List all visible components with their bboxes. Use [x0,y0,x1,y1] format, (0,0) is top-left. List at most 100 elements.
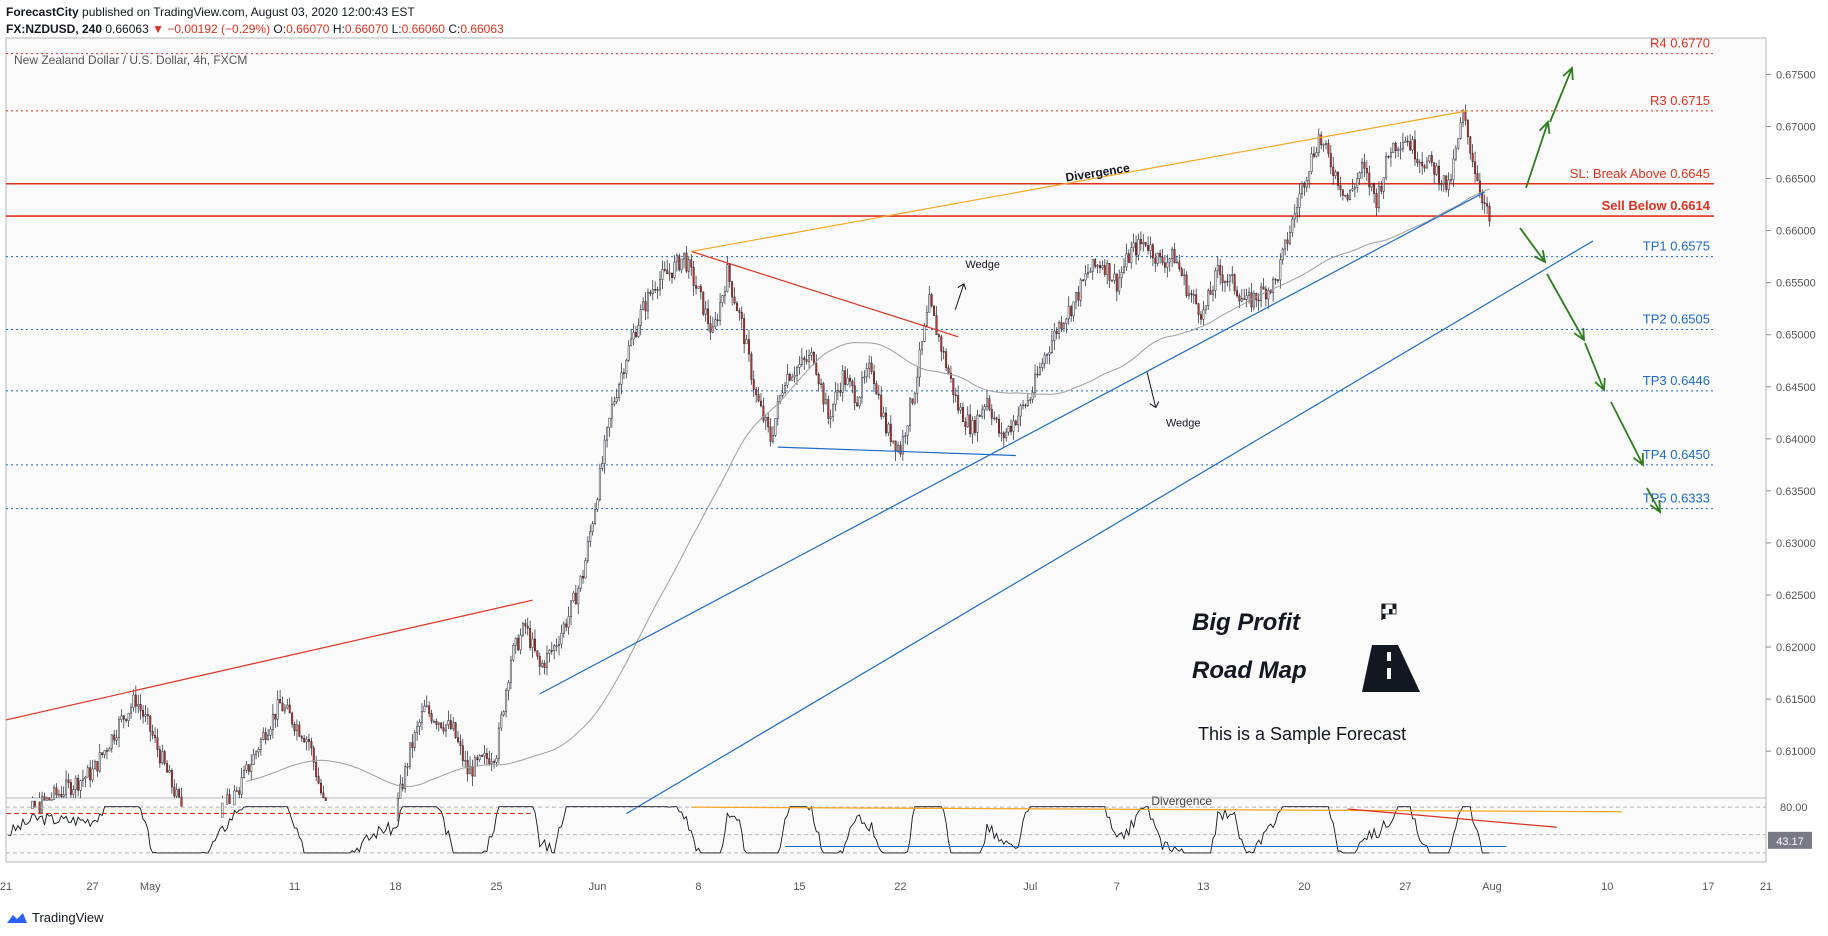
candle-body [307,739,310,742]
candle-body [699,286,702,293]
candle-body [1096,265,1099,267]
candle-body [983,406,986,411]
candle-body [524,623,527,627]
candle-body [533,638,536,651]
candle-body [651,289,654,295]
candle-body [454,722,457,738]
candle-body [243,770,246,778]
candle-body [48,797,51,801]
open-label: O: [273,22,287,36]
candle-body [562,623,565,634]
candle-body [1404,140,1407,143]
candle-body [976,414,979,433]
candle-body [43,796,46,801]
candle-body [264,732,267,740]
candle-body [1130,247,1133,263]
candle-body [781,392,784,396]
candle-body [166,763,169,773]
candle-body [1185,274,1188,297]
x-tick-label: 21 [1760,881,1772,893]
candle-body [644,301,647,312]
candle-body [750,353,753,380]
candle-body [1339,185,1342,190]
candle-body [408,742,411,767]
candle-body [1240,298,1243,302]
x-tick-label: 15 [793,881,805,893]
x-tick-label: May [140,881,161,893]
candle-body [423,705,426,713]
candle-body [853,385,856,404]
candle-body [526,625,529,629]
candle-body [567,616,570,628]
candle-body [96,761,99,772]
candle-body [646,291,649,312]
candle-body [1438,165,1440,185]
candle-body [1413,139,1416,160]
candle-body [1159,252,1162,258]
candle-body [574,592,577,605]
candle-body [1286,239,1289,244]
candle-body [661,269,664,280]
level-label: TP2 0.6505 [1643,312,1710,327]
candle-body [1014,420,1017,426]
candle-body [175,789,178,797]
candle-body [113,734,116,741]
candle-body [134,694,137,707]
candle-body [322,792,325,799]
down-arrow-5 [1646,487,1661,514]
candle-body [812,352,815,364]
candle-body [923,325,926,342]
candle-body [622,372,625,374]
candle-body [1123,266,1126,273]
candle-body [1019,405,1022,417]
candle-body [1214,270,1217,291]
candle-body [1190,293,1193,296]
candle-body [1373,183,1376,194]
candle-body [276,699,279,720]
candle-body [957,395,960,411]
candle-body [673,261,676,278]
candle-body [291,712,294,725]
candle-body [1209,290,1212,295]
candle-body [1397,148,1400,152]
candle-body [1012,420,1015,432]
x-tick-label: 11 [289,881,300,893]
candle-body [521,623,524,636]
sample-forecast-text: This is a Sample Forecast [1198,724,1406,744]
close-label: C: [448,22,461,36]
up-arrow-1 [1525,120,1551,189]
candle-body [1361,161,1364,173]
level-label: R4 0.6770 [1650,36,1710,51]
candle-body [964,421,967,428]
candle-body [1387,156,1390,158]
candle-body [892,440,895,443]
candle-body [810,352,813,356]
candle-body [320,782,322,794]
candle-body [613,401,616,405]
candle-body [817,374,820,384]
candle-body [1389,152,1392,158]
y-tick-label: 0.64500 [1776,382,1816,394]
candle-body [615,397,618,402]
candle-body [1238,295,1241,302]
candle-body [937,334,940,337]
candle-body [805,359,808,362]
candle-body [1060,322,1063,329]
candle-body [601,463,604,469]
x-tick-label: 8 [695,881,701,893]
candle-body [221,802,224,818]
wedge-upper-trendline [691,250,959,338]
candle-body [1466,120,1469,138]
candle-body [678,255,681,271]
candle-body [1284,239,1287,250]
candle-body [608,417,611,428]
candle-body [469,766,472,775]
candle-body [721,295,724,303]
y-tick-label: 0.65500 [1776,278,1816,290]
y-tick-label: 0.62000 [1776,642,1816,654]
candle-body [618,384,621,398]
candle-body [228,794,231,804]
candle-body [1332,166,1335,176]
candle-body [324,797,327,801]
